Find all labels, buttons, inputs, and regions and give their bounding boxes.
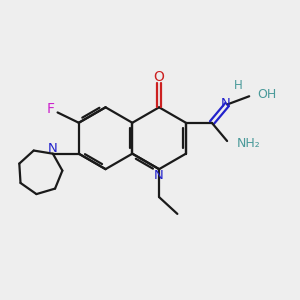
Text: NH₂: NH₂ (236, 137, 260, 150)
Text: N: N (154, 169, 164, 182)
Text: H: H (234, 79, 242, 92)
Text: N: N (47, 142, 57, 155)
Text: O: O (154, 70, 164, 84)
Text: OH: OH (257, 88, 277, 101)
Text: F: F (47, 102, 55, 116)
Text: N: N (221, 97, 230, 110)
